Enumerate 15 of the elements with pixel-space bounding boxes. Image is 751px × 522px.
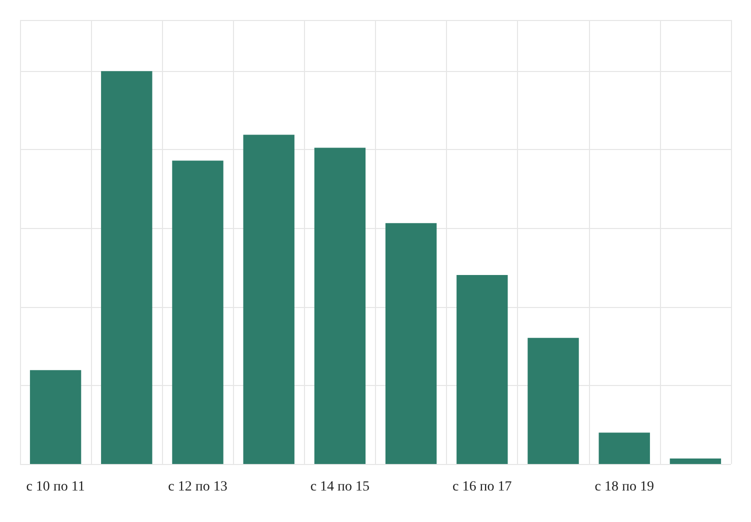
x-tick-label: с 12 по 13 — [168, 480, 228, 494]
bar — [598, 432, 650, 464]
bar — [528, 338, 579, 464]
x-tick-label: с 16 по 17 — [452, 480, 512, 494]
bar — [172, 160, 224, 464]
x-tick-label: с 18 по 19 — [594, 480, 654, 494]
x-tick-label: с 10 по 11 — [26, 480, 85, 494]
bar — [101, 71, 152, 464]
bar — [30, 370, 82, 464]
bar — [314, 148, 366, 464]
bar — [385, 223, 437, 464]
bar — [670, 458, 722, 464]
x-tick-label: с 14 по 15 — [310, 480, 370, 494]
bar — [243, 134, 294, 464]
bar — [456, 275, 508, 464]
